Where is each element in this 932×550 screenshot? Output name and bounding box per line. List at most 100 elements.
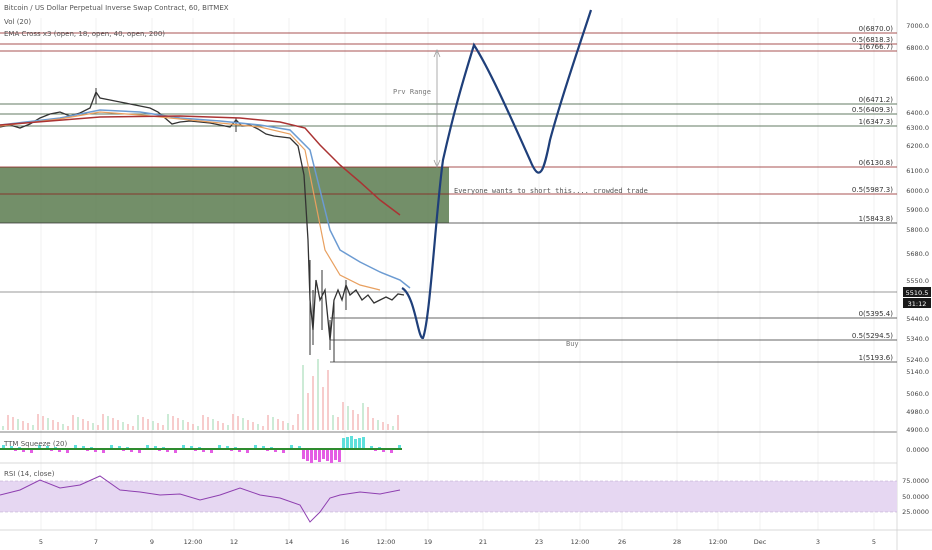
volume-bar [287,423,289,430]
countdown-value: 31:12 [908,300,927,308]
ttm-bar [350,436,353,449]
fib-label: 1(6766.7) [859,43,894,51]
volume-bar [127,424,129,430]
time-axis-label: 16 [341,538,349,546]
volume-bar [322,387,324,430]
volume-bar [237,416,239,430]
ttm-bar [306,449,309,461]
ttm-bar [22,449,25,452]
volume-bar [177,418,179,430]
volume-indicator-label[interactable]: Vol (20) [4,18,32,26]
ttm-bar [282,449,285,453]
volume-bar [222,423,224,430]
ema-40-line [0,111,381,291]
ttm-bar [118,446,121,449]
price-axis-label: 6200.0 [906,142,929,150]
countdown-badge [903,298,931,308]
volume-bar [357,414,359,430]
chart-title: Bitcoin / US Dollar Perpetual Inverse Sw… [4,4,229,12]
volume-bar [37,414,39,430]
volume-bar [132,426,134,430]
volume-bar [262,426,264,430]
volume-bar [142,417,144,430]
price-axis-label: 5900.0 [906,206,929,214]
rsi-band [0,481,897,512]
time-axis-label: 5 [39,538,43,546]
price-axis-label: 5440.0 [906,315,929,323]
volume-bar [172,416,174,430]
ttm-bar [74,445,77,449]
volume-bar [2,426,4,430]
volume-bar [227,425,229,430]
volume-bar [272,417,274,430]
ttm-bar [94,449,97,452]
volume-bar [282,421,284,430]
fib-label: 1(5843.8) [859,215,894,223]
time-axis-label: 12:00 [184,538,203,546]
volume-bar [152,421,154,430]
time-axis-label: 12 [230,538,238,546]
price-axis-label: 6000.0 [906,187,929,195]
time-axis-label: 14 [285,538,293,546]
volume-bar [207,417,209,430]
ttm-bar [202,449,205,452]
ttm-bar [58,449,61,452]
volume-bar [202,415,204,430]
volume-bar [217,421,219,430]
volume-bar [22,421,24,430]
fib-label: 0(6130.8) [859,159,894,167]
volume-bar [87,421,89,430]
volume-bar [92,423,94,430]
time-axis-label: 7 [94,538,98,546]
rsi-indicator-label[interactable]: RSI (14, close) [4,470,55,478]
rsi-axis-label: 25.0000 [902,508,929,516]
ttm-bar [334,449,337,460]
time-axis-label: 19 [424,538,432,546]
ttm-bar [274,449,277,452]
ttm-bar [102,449,105,453]
volume-bar [277,419,279,430]
ttm-bar [38,445,41,449]
volume-bar [387,424,389,430]
last-price-badge [903,287,931,297]
ttm-bar [138,449,141,453]
price-axis-label: 5550.0 [906,277,929,285]
rsi-axis-label: 50.0000 [902,493,929,501]
volume-bar [307,393,309,430]
volume-bar [52,420,54,430]
volume-bar [342,402,344,430]
crowded-trade-text: Everyone wants to short this.... crowded… [454,187,648,195]
ttm-bar [246,449,249,453]
ema-indicator-label[interactable]: EMA Cross x3 (open, 18, open, 40, open, … [4,30,166,38]
fib-label: 0.5(5987.3) [852,186,893,194]
ttm-bar [310,449,313,463]
volume-bar [62,424,64,430]
fib-label: 0(5395.4) [859,310,894,318]
volume-bar [12,417,14,430]
ttm-indicator-label[interactable]: TTM Squeeze (20) [4,440,68,448]
price-axis-label: 5340.0 [906,335,929,343]
volume-bar [72,415,74,430]
ttm-bar [322,449,325,459]
price-axis-label: 4900.0 [906,426,929,434]
volume-bar [372,418,374,430]
price-axis-label: 7000.0 [906,22,929,30]
volume-bar [247,420,249,430]
volume-bar [32,425,34,430]
time-axis-label: 26 [618,538,626,546]
ttm-bar [190,446,193,449]
ttm-bar [130,449,133,452]
ttm-bar [262,446,265,449]
volume-bar [382,422,384,430]
ttm-bar [166,449,169,452]
price-axis-label: 6600.0 [906,75,929,83]
price-axis-label: 5680.0 [906,250,929,258]
ttm-bar [82,446,85,449]
price-axis-label: 5140.0 [906,368,929,376]
ttm-bar [346,437,349,449]
ttm-bar [290,445,293,449]
volume-bar [337,417,339,430]
price-axis[interactable] [897,0,932,550]
